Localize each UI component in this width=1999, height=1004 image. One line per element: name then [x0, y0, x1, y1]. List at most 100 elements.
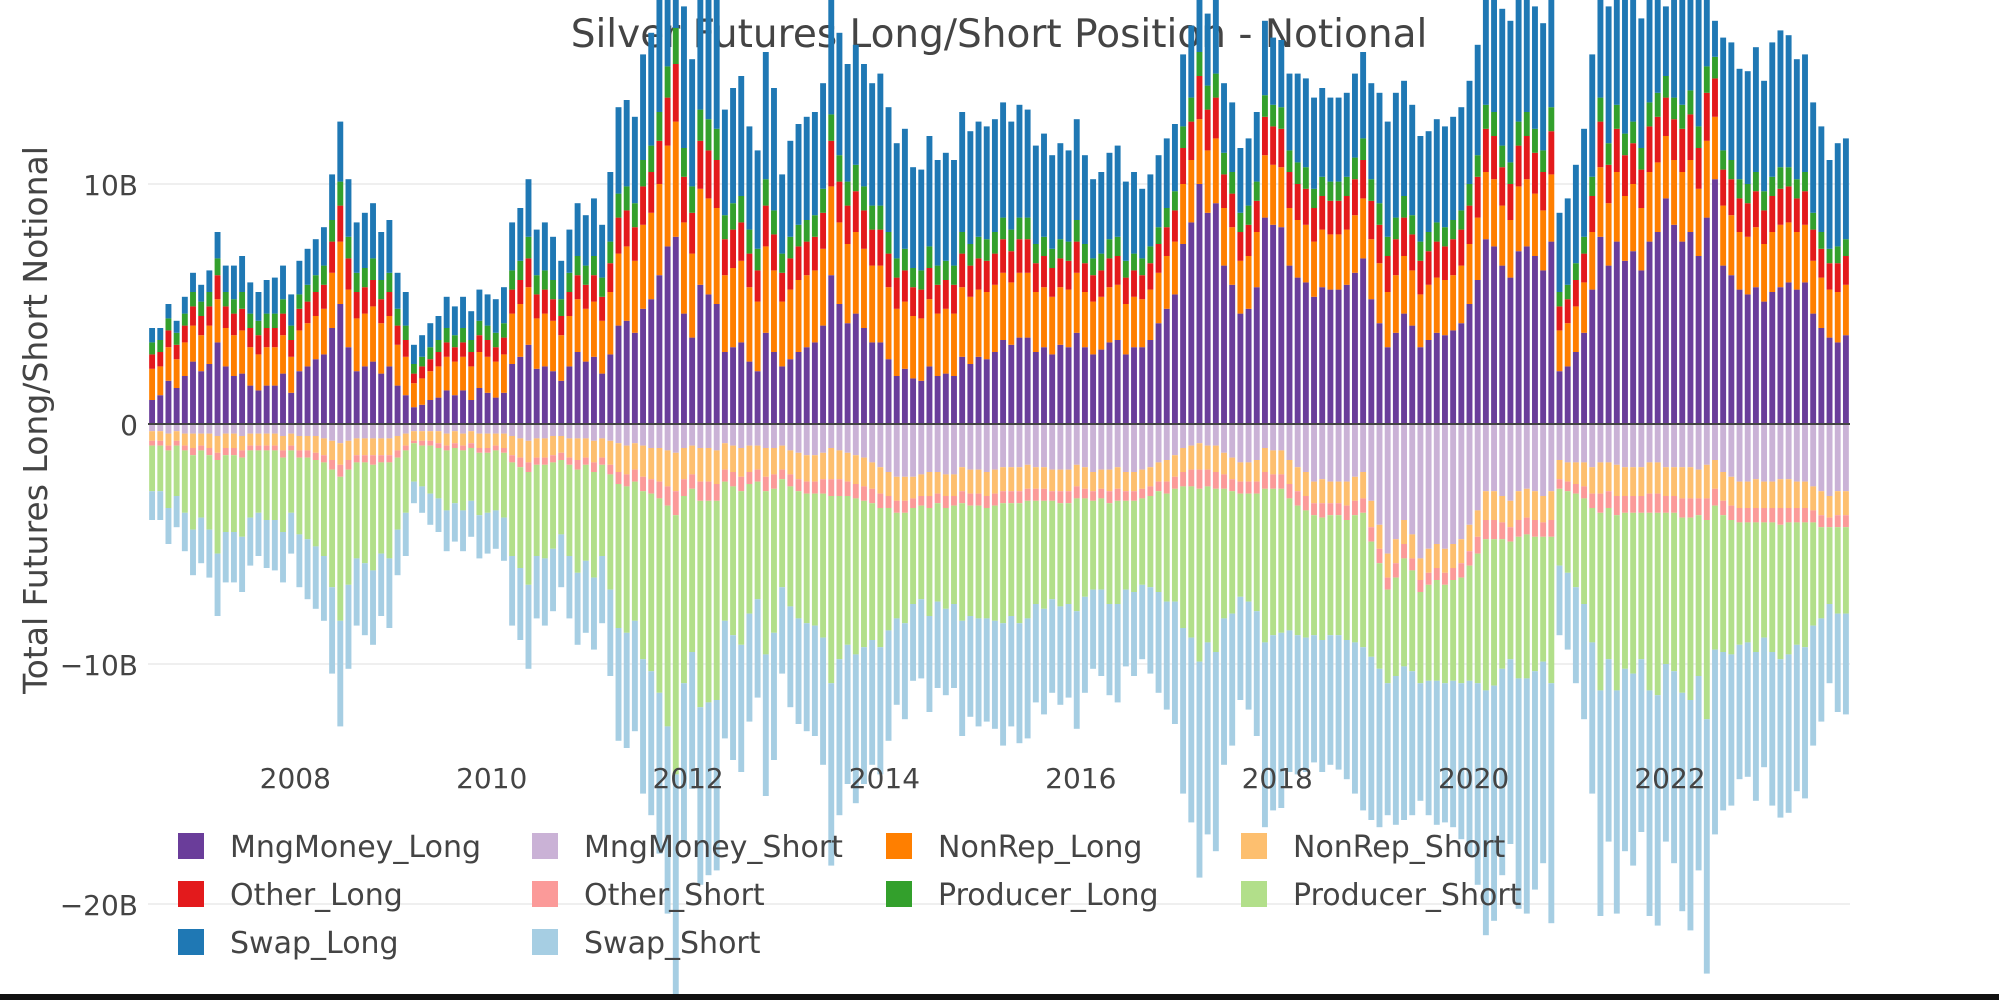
bar-segment-other-long — [1090, 275, 1097, 302]
bar-segment-swap-short — [1466, 680, 1473, 856]
bar-segment-nonrep-long — [582, 308, 589, 362]
bar-segment-nonrep-long — [1270, 164, 1277, 225]
bar-segment-producer-long — [1278, 107, 1285, 129]
bar-segment-other-long — [746, 253, 753, 288]
bar-segment-other-long — [1343, 196, 1350, 230]
bar-segment-other-short — [942, 496, 949, 508]
bar-segment-nonrep-long — [1360, 198, 1367, 259]
bar-segment-other-short — [1630, 496, 1637, 513]
bar-segment-nonrep-short — [1032, 467, 1039, 489]
bar-segment-other-long — [1540, 172, 1547, 211]
bar-segment-other-short — [820, 479, 827, 494]
bar-segment-nonrep-long — [1237, 260, 1244, 314]
bar-segment-mngmoney-long — [672, 236, 679, 424]
bar-segment-swap-short — [648, 671, 655, 816]
bar-segment-nonrep-short — [1834, 491, 1841, 516]
bar-segment-swap-long — [296, 260, 303, 295]
bar-segment-producer-short — [1842, 527, 1849, 614]
bar-segment-nonrep-short — [1548, 491, 1555, 520]
bar-segment-other-short — [1392, 563, 1399, 578]
bar-segment-nonrep-short — [746, 445, 753, 472]
bar-segment-swap-long — [1073, 119, 1080, 220]
bar-segment-producer-short — [1793, 522, 1800, 645]
bar-segment-mngmoney-long — [1523, 246, 1530, 424]
bar-segment-mngmoney-long — [1098, 349, 1105, 424]
bar-segment-nonrep-long — [320, 308, 327, 355]
bar-segment-other-short — [811, 481, 818, 494]
bar-segment-producer-short — [1343, 520, 1350, 640]
bar-segment-other-long — [394, 325, 401, 345]
bar-segment-mngmoney-long — [1278, 227, 1285, 424]
bar-segment-nonrep-long — [1613, 172, 1620, 242]
bar-segment-swap-long — [1122, 181, 1129, 261]
bar-segment-mngmoney-short — [509, 424, 516, 436]
legend-item[interactable]: Other_Short — [532, 878, 765, 913]
bar-segment-swap-short — [1368, 656, 1375, 820]
bar-segment-other-short — [1401, 544, 1407, 559]
bar-segment-nonrep-long — [353, 318, 360, 372]
bar-segment-other-long — [1024, 239, 1031, 273]
bar-segment-producer-long — [951, 265, 957, 285]
bar-segment-other-long — [230, 313, 237, 336]
bar-segment-swap-long — [1000, 102, 1007, 218]
bar-segment-other-long — [541, 289, 548, 314]
legend-item[interactable]: Swap_Long — [178, 926, 399, 961]
bar-segment-swap-long — [173, 320, 180, 333]
bar-segment-producer-short — [1245, 493, 1252, 602]
bar-segment-nonrep-short — [697, 448, 704, 482]
bar-segment-nonrep-long — [1131, 296, 1137, 348]
legend-item[interactable]: Other_Long — [178, 878, 403, 913]
bar-segment-other-long — [1106, 258, 1113, 288]
bar-segment-other-short — [1032, 488, 1039, 501]
bar-segment-other-long — [1613, 128, 1620, 172]
bar-segment-swap-long — [885, 107, 892, 232]
bar-segment-swap-short — [1417, 683, 1424, 801]
bar-segment-swap-long — [1229, 102, 1236, 172]
bar-segment-other-long — [1122, 277, 1129, 304]
bar-segment-nonrep-long — [1147, 289, 1154, 340]
y-tick-label: 0 — [120, 409, 138, 442]
bar-segment-mngmoney-long — [206, 364, 213, 424]
x-axis-ticks: 2008 2010 2012 2014 2016 2018 2020 2022 — [260, 762, 1706, 795]
bar-segment-other-short — [828, 479, 835, 496]
bar-segment-nonrep-long — [1261, 155, 1268, 218]
y-tick-label: 10B — [83, 169, 138, 202]
bar-segment-swap-long — [1131, 172, 1137, 254]
legend-item[interactable]: NonRep_Long — [886, 830, 1142, 865]
legend-item[interactable]: Producer_Short — [1241, 878, 1522, 913]
bar-segment-swap-long — [181, 296, 188, 314]
bar-segment-mngmoney-long — [1613, 241, 1620, 424]
bar-segment-mngmoney-short — [1204, 424, 1211, 446]
bar-segment-producer-long — [1482, 104, 1489, 129]
bar-segment-nonrep-short — [1384, 553, 1391, 578]
legend-item[interactable]: NonRep_Short — [1241, 830, 1506, 865]
bar-segment-mngmoney-short — [1384, 424, 1391, 554]
bar-segment-swap-long — [795, 124, 802, 225]
legend-item[interactable]: MngMoney_Long — [178, 830, 481, 865]
bar-segment-producer-short — [304, 457, 311, 540]
legend-item[interactable]: MngMoney_Short — [532, 830, 843, 865]
bar-segment-other-short — [1802, 508, 1808, 523]
bar-segment-producer-short — [623, 486, 630, 633]
bar-segment-other-short — [1204, 469, 1211, 487]
bar-segment-swap-short — [1679, 692, 1686, 912]
bar-segment-swap-long — [149, 328, 156, 343]
bar-segment-producer-long — [591, 256, 597, 276]
bar-segment-mngmoney-short — [1114, 424, 1121, 468]
bar-segment-producer-short — [1278, 488, 1285, 633]
bar-segment-swap-long — [1180, 54, 1187, 127]
bar-segment-swap-short — [1695, 676, 1702, 871]
x-tick-label: 2020 — [1438, 762, 1509, 795]
bar-segment-mngmoney-long — [1818, 328, 1825, 424]
bar-segment-nonrep-short — [910, 476, 917, 499]
bar-segment-swap-long — [280, 265, 286, 300]
bar-segment-nonrep-short — [1793, 481, 1800, 508]
bar-segment-other-short — [607, 464, 614, 475]
bar-segment-producer-short — [394, 457, 401, 530]
bar-segment-producer-short — [1695, 515, 1702, 676]
legend-item[interactable]: Producer_Long — [886, 878, 1159, 913]
legend-swatch — [1241, 881, 1267, 907]
legend-item[interactable]: Swap_Short — [532, 926, 761, 961]
bar-segment-mngmoney-short — [1286, 424, 1293, 460]
bar-segment-mngmoney-short — [615, 424, 622, 444]
